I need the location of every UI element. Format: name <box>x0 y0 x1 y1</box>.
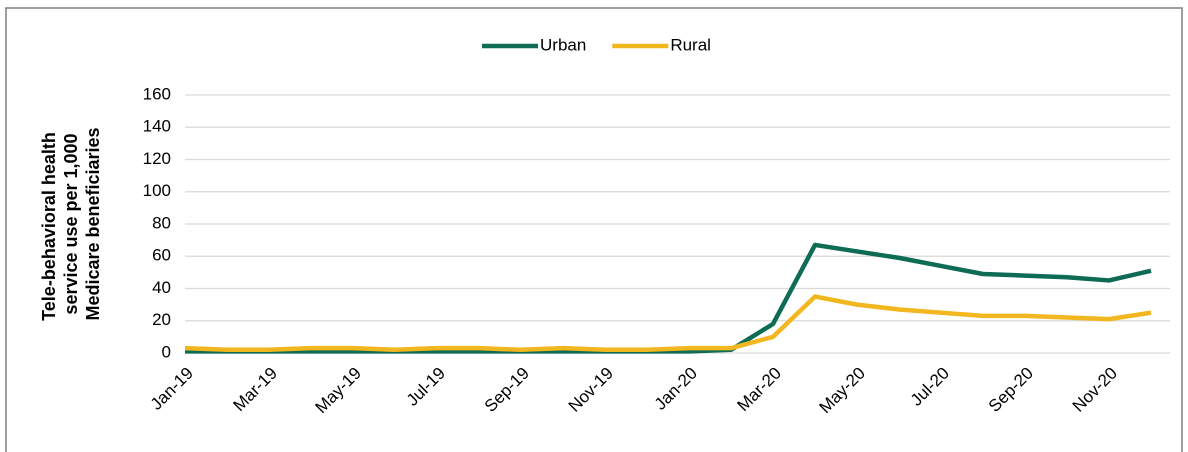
y-axis-label-line: Medicare beneficiaries <box>83 127 103 320</box>
line-series <box>185 242 1152 354</box>
y-axis-label-text: Tele-behavioral health <box>39 132 59 321</box>
y-tick-label: 0 <box>162 342 171 361</box>
y-tick-label: 140 <box>143 117 171 136</box>
x-tick-label: Nov-20 <box>1069 364 1121 416</box>
line-series <box>184 294 1152 353</box>
x-tick-label: Sep-20 <box>985 364 1037 416</box>
y-tick-label: 120 <box>143 149 171 168</box>
x-tick-label: Mar-20 <box>733 364 785 416</box>
x-tick-label: Sep-19 <box>481 364 533 416</box>
y-axis-label: Tele-behavioral health service use per 1… <box>39 127 103 321</box>
legend-label: Rural <box>670 35 711 54</box>
y-tick-label: 160 <box>143 84 171 103</box>
x-tick-label: Nov-19 <box>565 364 617 416</box>
x-tick-label: May-19 <box>311 364 365 418</box>
x-tick-label: Jan-20 <box>651 364 701 414</box>
x-tick-label: Mar-19 <box>229 364 281 416</box>
x-tick-label: Jul-20 <box>907 364 953 410</box>
chart-border <box>5 7 1183 452</box>
y-tick-label: 20 <box>152 310 171 329</box>
x-tick-label: Jul-19 <box>403 364 449 410</box>
y-axis-label-line: service use per 1,000 <box>61 133 81 314</box>
y-tick-label: 40 <box>152 278 171 297</box>
y-tick-label: 100 <box>143 181 171 200</box>
y-tick-label: 60 <box>152 246 171 265</box>
legend-label: Urban <box>540 35 586 54</box>
x-tick-label: May-20 <box>815 364 869 418</box>
x-tick-label: Jan-19 <box>147 364 197 414</box>
y-tick-label: 80 <box>152 213 171 232</box>
